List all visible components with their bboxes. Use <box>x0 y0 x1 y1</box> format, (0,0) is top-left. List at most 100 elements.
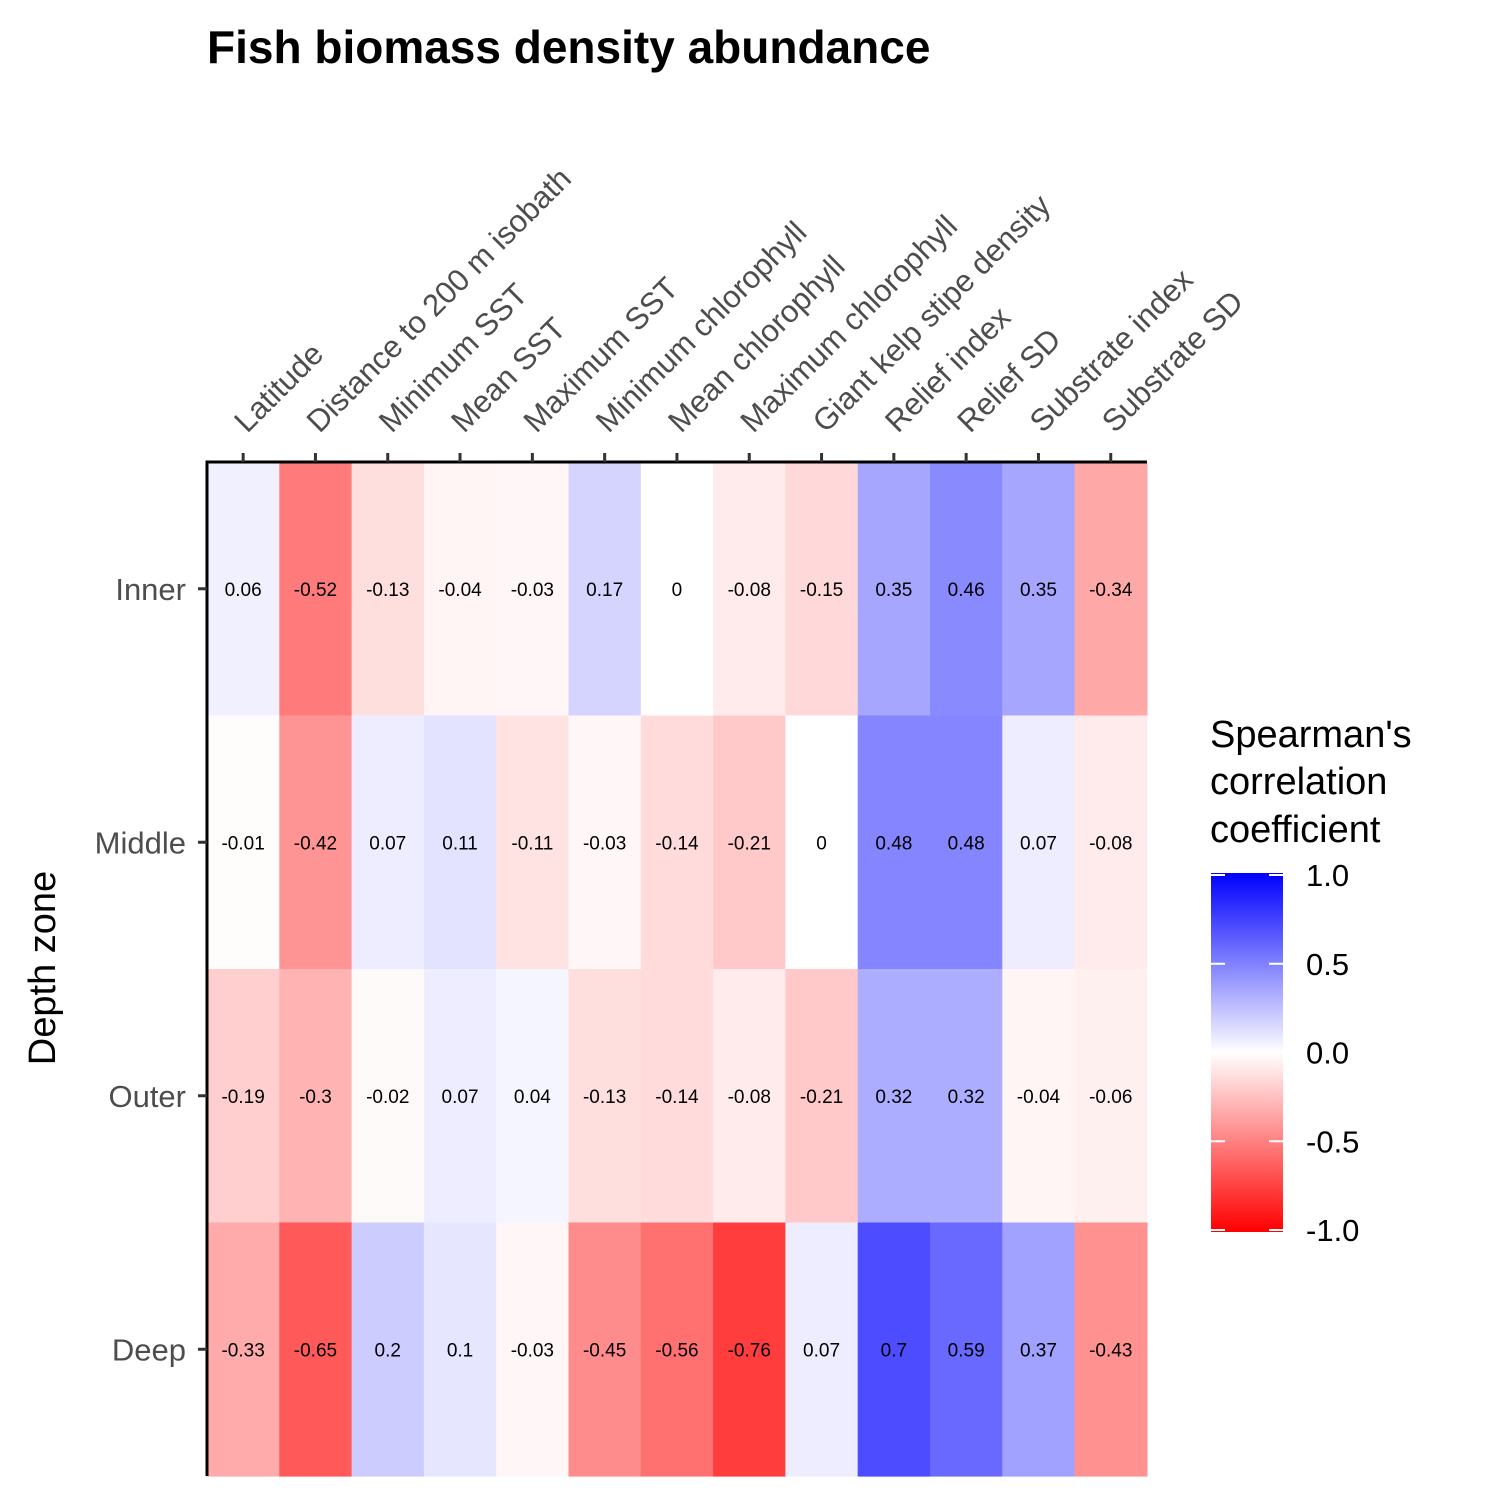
heatmap-cell <box>640 1222 714 1477</box>
cell-value-label: -0.04 <box>1017 1087 1061 1108</box>
cell-value-label: 0.06 <box>225 580 262 601</box>
cell-value-label: 0.32 <box>875 1087 912 1108</box>
cell-value-label: -0.13 <box>366 580 409 601</box>
heatmap-cell <box>568 1222 642 1477</box>
heatmap-cell <box>640 462 714 717</box>
heatmap-cell <box>713 715 786 970</box>
cell-value-label: 0 <box>672 580 683 601</box>
cell-value-label: 0.32 <box>948 1087 985 1108</box>
cell-value-label: -0.65 <box>294 1340 337 1361</box>
heatmap-cell <box>568 462 642 717</box>
legend-tick-label: 0.5 <box>1306 947 1349 982</box>
heatmap-cell <box>713 462 786 717</box>
y-tick-label: Deep <box>112 1332 186 1367</box>
cell-value-label: 0.04 <box>514 1087 551 1108</box>
heatmap-cell <box>857 462 931 717</box>
cell-value-label: -0.15 <box>800 580 843 601</box>
cell-value-label: -0.08 <box>1089 833 1132 854</box>
cell-value-label: -0.04 <box>438 580 482 601</box>
heatmap-cell <box>857 969 931 1224</box>
cell-value-label: 0.07 <box>369 833 406 854</box>
cell-value-label: 0.46 <box>948 580 985 601</box>
cell-value-label: -0.42 <box>294 833 337 854</box>
cell-value-label: -0.03 <box>511 580 554 601</box>
cell-value-label: 0.35 <box>875 580 912 601</box>
cell-value-label: -0.01 <box>221 833 264 854</box>
heatmap-cell <box>207 715 280 970</box>
y-tick-label: Inner <box>115 572 186 607</box>
cell-value-label: -0.21 <box>728 833 771 854</box>
heatmap-cell <box>1002 462 1076 717</box>
heatmap-cell <box>568 969 642 1224</box>
heatmap-cell <box>1074 1222 1148 1477</box>
cell-value-label: 0.11 <box>442 833 478 854</box>
heatmap-cell <box>496 1222 570 1477</box>
heatmap-cell <box>279 969 353 1224</box>
heatmap-cell <box>930 1222 1003 1477</box>
heatmap-cell <box>279 715 353 970</box>
heatmap-cell <box>1002 715 1076 970</box>
color-legend: Spearman's correlation coefficient 1.0 0.… <box>1210 714 1412 1248</box>
y-tick-label: Outer <box>108 1079 186 1114</box>
cell-value-label: 0.07 <box>442 1087 479 1108</box>
legend-title-line-2: correlation <box>1210 761 1387 803</box>
cell-value-label: 0.35 <box>1020 580 1057 601</box>
heatmap-cell <box>1074 462 1148 717</box>
cell-value-label: 0.2 <box>375 1340 401 1361</box>
cell-value-label: 0.07 <box>803 1340 840 1361</box>
legend-tick-label: -0.5 <box>1306 1124 1359 1159</box>
y-axis-title: Depth zone <box>22 871 64 1065</box>
heatmap-cell <box>496 462 570 717</box>
heatmap-cell <box>351 462 425 717</box>
heatmap-cell <box>1074 969 1148 1224</box>
heatmap-cell <box>785 462 859 717</box>
cell-value-label: -0.03 <box>583 833 626 854</box>
y-tick-label: Middle <box>95 825 186 860</box>
cell-value-label: -0.14 <box>655 1087 699 1108</box>
heatmap-cell <box>640 715 714 970</box>
cell-value-label: 0.7 <box>881 1340 907 1361</box>
cell-value-label: -0.52 <box>294 580 337 601</box>
heatmap-cell <box>496 969 570 1224</box>
cell-value-label: -0.03 <box>511 1340 554 1361</box>
cell-value-label: 0.1 <box>447 1340 473 1361</box>
cell-value-label: -0.43 <box>1089 1340 1132 1361</box>
cell-value-label: -0.45 <box>583 1340 626 1361</box>
cell-value-label: -0.06 <box>1089 1087 1132 1108</box>
heatmap-cell <box>496 715 570 970</box>
chart-title: Fish biomass density abundance <box>207 21 930 73</box>
heatmap-cell <box>351 969 425 1224</box>
heatmap-cell <box>785 1222 859 1477</box>
heatmap-cell <box>568 715 642 970</box>
heatmap-cell <box>1002 969 1076 1224</box>
cell-value-label: -0.76 <box>728 1340 771 1361</box>
cell-value-label: 0.59 <box>948 1340 985 1361</box>
heatmap-cell <box>423 715 497 970</box>
legend-ticks: 1.0 0.5 0.0 -0.5 -1.0 <box>1211 858 1359 1248</box>
legend-tick-label: 1.0 <box>1306 858 1349 893</box>
heatmap-cell <box>930 715 1003 970</box>
heatmap-cell <box>640 969 714 1224</box>
cell-value-label: -0.21 <box>800 1087 843 1108</box>
heatmap-cell <box>930 462 1003 717</box>
cell-value-label: 0.48 <box>875 833 912 854</box>
heatmap-cell <box>279 1222 353 1477</box>
legend-tick-label: 0.0 <box>1306 1036 1349 1071</box>
cell-value-label: -0.11 <box>511 833 553 854</box>
cell-value-label: -0.14 <box>655 833 699 854</box>
cell-value-label: -0.33 <box>221 1340 264 1361</box>
heatmap-cell <box>423 969 497 1224</box>
heatmap-cell <box>713 1222 786 1477</box>
heatmap-cell <box>857 715 931 970</box>
y-axis: Inner Middle Outer Deep <box>95 460 209 1476</box>
cell-value-label: -0.3 <box>299 1087 332 1108</box>
heatmap-cell <box>857 1222 931 1477</box>
heatmap-cell <box>713 969 786 1224</box>
heatmap-cell <box>785 969 859 1224</box>
cell-value-label: -0.08 <box>728 1087 771 1108</box>
cell-value-label: -0.56 <box>655 1340 698 1361</box>
heatmap-cells <box>207 462 1148 1477</box>
heatmap-cell <box>351 715 425 970</box>
